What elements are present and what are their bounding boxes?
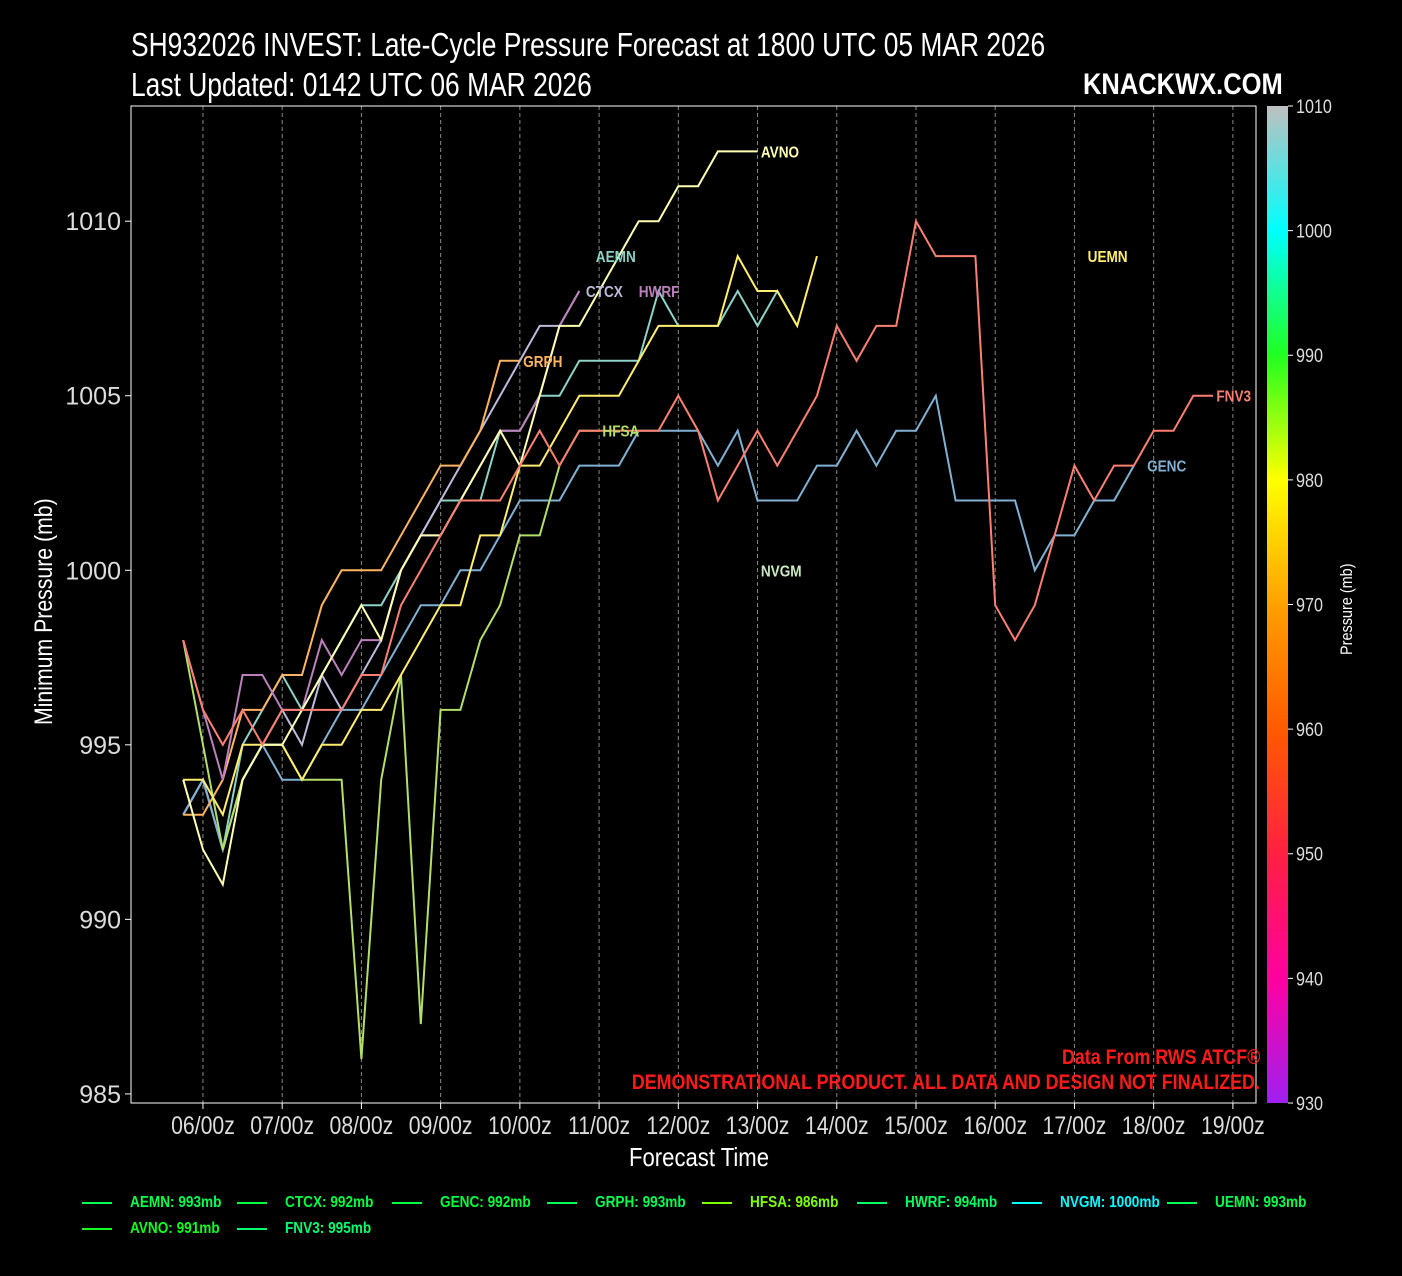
legend-swatch (857, 1202, 887, 1204)
x-tick-label: 16/00z (963, 1111, 1027, 1139)
series-label-avno: AVNO (761, 144, 799, 161)
series-label-uemn: UEMN (1088, 249, 1128, 266)
legend-entry: CTCX: 992mb (237, 1194, 389, 1212)
legend-entry: HFSA: 986mb (702, 1194, 854, 1212)
legend-label: GRPH: 993mb (595, 1194, 686, 1211)
colorbar-tick-label: 990 (1296, 345, 1323, 367)
series-label-fnv3: FNV3 (1216, 389, 1251, 406)
series-label-aemn: AEMN (596, 249, 636, 266)
x-tick-label: 19/00z (1201, 1111, 1265, 1139)
legend-swatch (237, 1228, 267, 1230)
legend-label: HWRF: 994mb (905, 1194, 998, 1211)
x-tick-label: 06/00z (171, 1111, 235, 1139)
legend-entry: GRPH: 993mb (547, 1194, 702, 1212)
colorbar-tick-label: 1010 (1296, 96, 1332, 118)
colorbar-tick-label: 1000 (1296, 220, 1332, 242)
plot-frame (130, 105, 1257, 1104)
x-tick-label: 13/00z (726, 1111, 790, 1139)
y-tick-label: 1005 (65, 383, 121, 411)
series-label-nvgm: NVGM (761, 563, 802, 580)
brand-logo-text: KNACKWX.COM (1083, 68, 1283, 101)
series-label-genc: GENC (1147, 459, 1187, 476)
x-tick-label: 17/00z (1043, 1111, 1107, 1139)
legend-label: HFSA: 986mb (750, 1194, 839, 1211)
x-tick-label: 10/00z (488, 1111, 552, 1139)
legend-entry: HWRF: 994mb (857, 1194, 1013, 1212)
y-tick-label: 990 (79, 906, 121, 934)
chart-title: SH932026 INVEST: Late-Cycle Pressure For… (131, 26, 1046, 63)
x-tick-label: 08/00z (330, 1111, 394, 1139)
series-line-grph (183, 359, 520, 816)
data-source-note: Data From RWS ATCF® (1061, 1046, 1260, 1069)
series-point-nvgm (776, 569, 779, 572)
x-tick-label: 07/00z (250, 1111, 314, 1139)
y-tick-label: 1000 (65, 557, 121, 585)
legend-swatch (237, 1202, 267, 1204)
series-line-fnv3 (182, 218, 1214, 747)
series-line-avno (182, 150, 758, 888)
colorbar-tick-label: 950 (1296, 844, 1323, 866)
legend-entry: FNV3: 995mb (237, 1220, 386, 1238)
x-tick-label: 12/00z (646, 1111, 710, 1139)
legend-entry: GENC: 992mb (392, 1194, 547, 1212)
x-tick-label: 11/00z (568, 1111, 630, 1139)
legend-label: FNV3: 995mb (285, 1220, 372, 1237)
x-tick-label: 18/00z (1122, 1111, 1186, 1139)
legend-label: AVNO: 991mb (130, 1220, 220, 1237)
legend-label: GENC: 992mb (440, 1194, 531, 1211)
y-tick-label: 985 (79, 1081, 121, 1109)
x-tick-label: 15/00z (884, 1111, 948, 1139)
legend-swatch (702, 1202, 732, 1204)
legend-entry: AEMN: 993mb (82, 1194, 238, 1212)
colorbar-tick-label: 940 (1296, 968, 1323, 990)
x-axis-label: Forecast Time (629, 1142, 770, 1172)
legend-swatch (392, 1202, 422, 1204)
series-label-hwrf: HWRF (639, 284, 680, 301)
chart-subtitle: Last Updated: 0142 UTC 06 MAR 2026 (131, 66, 592, 103)
colorbar-tick-label: 930 (1296, 1093, 1323, 1115)
legend-entry: UEMN: 993mb (1167, 1194, 1323, 1212)
legend-swatch (1012, 1202, 1042, 1204)
legend-swatch (1167, 1202, 1197, 1204)
legend-swatch (82, 1202, 112, 1204)
legend-entry: NVGM: 1000mb (1012, 1194, 1177, 1212)
disclaimer-text: DEMONSTRATIONAL PRODUCT. ALL DATA AND DE… (631, 1071, 1260, 1094)
colorbar-tick-label: 960 (1296, 719, 1323, 741)
legend-label: UEMN: 993mb (1215, 1194, 1307, 1211)
colorbar-tick-label: 970 (1296, 594, 1323, 616)
legend-label: AEMN: 993mb (130, 1194, 222, 1211)
colorbar-tick-label: 980 (1296, 470, 1323, 492)
legend-label: CTCX: 992mb (285, 1194, 374, 1211)
series-label-grph: GRPH (523, 354, 562, 371)
legend-label: NVGM: 1000mb (1060, 1194, 1160, 1211)
colorbar (1267, 106, 1288, 1103)
y-tick-label: 995 (79, 732, 121, 760)
legend-swatch (547, 1202, 577, 1204)
legend-swatch (82, 1228, 112, 1230)
series-line-uemn (183, 253, 818, 818)
legend-entry: AVNO: 991mb (82, 1220, 236, 1238)
series-label-ctcx: CTCX (586, 284, 623, 301)
series-label-hfsa: HFSA (602, 424, 639, 441)
y-tick-label: 1010 (65, 208, 121, 236)
x-tick-label: 09/00z (409, 1111, 473, 1139)
series-line-genc (182, 392, 1135, 854)
x-tick-label: 14/00z (805, 1111, 869, 1139)
